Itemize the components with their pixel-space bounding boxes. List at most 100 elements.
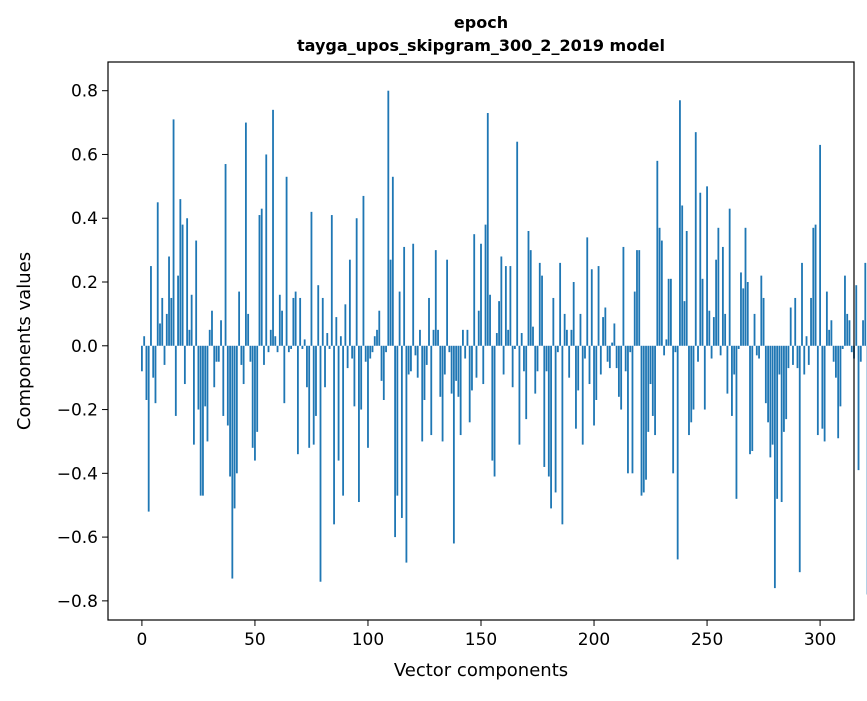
bar-111 bbox=[392, 177, 394, 346]
bar-237 bbox=[677, 346, 679, 560]
bar-117 bbox=[406, 346, 408, 563]
bar-22 bbox=[191, 295, 193, 346]
y-tick-label: 0.0 bbox=[71, 337, 98, 357]
bar-1 bbox=[143, 336, 145, 346]
y-tick-label: −0.6 bbox=[57, 528, 98, 548]
bar-48 bbox=[250, 346, 252, 362]
bar-108 bbox=[385, 346, 387, 352]
bar-133 bbox=[442, 346, 444, 442]
bar-165 bbox=[514, 346, 516, 349]
bar-204 bbox=[602, 317, 604, 346]
bar-199 bbox=[591, 269, 593, 346]
bar-104 bbox=[376, 330, 378, 346]
bar-83 bbox=[329, 346, 331, 349]
bar-257 bbox=[722, 247, 724, 346]
bar-105 bbox=[378, 311, 380, 346]
bar-121 bbox=[415, 346, 417, 356]
bar-74 bbox=[308, 346, 310, 448]
bar-266 bbox=[742, 288, 744, 345]
bar-314 bbox=[851, 346, 853, 352]
bar-254 bbox=[715, 260, 717, 346]
bar-138 bbox=[453, 346, 455, 544]
bar-195 bbox=[582, 346, 584, 445]
bar-6 bbox=[155, 346, 157, 403]
bar-33 bbox=[216, 346, 218, 362]
bar-260 bbox=[729, 209, 731, 346]
bar-274 bbox=[760, 276, 762, 346]
bar-27 bbox=[202, 346, 204, 496]
y-tick-label: −0.8 bbox=[57, 592, 98, 612]
bar-2 bbox=[146, 346, 148, 400]
bar-207 bbox=[609, 346, 611, 368]
bar-49 bbox=[252, 346, 254, 448]
bar-8 bbox=[159, 323, 161, 345]
bar-238 bbox=[679, 100, 681, 346]
bar-300 bbox=[819, 145, 821, 346]
bar-131 bbox=[437, 330, 439, 346]
x-tick-label: 150 bbox=[465, 630, 497, 650]
bar-284 bbox=[783, 346, 785, 432]
bar-252 bbox=[711, 346, 713, 359]
bar-146 bbox=[471, 346, 473, 391]
bar-209 bbox=[613, 323, 615, 345]
bar-172 bbox=[530, 250, 532, 346]
x-tick-label: 200 bbox=[578, 630, 610, 650]
bar-241 bbox=[686, 231, 688, 346]
bar-190 bbox=[571, 330, 573, 346]
bar-115 bbox=[401, 346, 403, 518]
bar-150 bbox=[480, 244, 482, 346]
x-tick-label: 100 bbox=[352, 630, 384, 650]
bar-258 bbox=[724, 314, 726, 346]
bar-193 bbox=[577, 346, 579, 391]
bar-10 bbox=[164, 346, 166, 365]
bar-80 bbox=[322, 298, 324, 346]
bar-26 bbox=[200, 346, 202, 496]
bar-157 bbox=[496, 333, 498, 346]
bar-154 bbox=[489, 295, 491, 346]
bar-136 bbox=[448, 346, 450, 352]
bar-192 bbox=[575, 346, 577, 429]
bar-96 bbox=[358, 346, 360, 502]
bar-291 bbox=[799, 346, 801, 572]
bar-175 bbox=[537, 346, 539, 372]
bar-93 bbox=[351, 346, 353, 359]
bar-234 bbox=[670, 279, 672, 346]
bar-202 bbox=[598, 266, 600, 346]
bar-271 bbox=[754, 314, 756, 346]
bar-140 bbox=[457, 346, 459, 397]
bar-41 bbox=[234, 346, 236, 509]
bar-66 bbox=[290, 346, 292, 349]
bar-16 bbox=[177, 276, 179, 346]
bar-151 bbox=[482, 346, 484, 384]
bar-134 bbox=[444, 346, 446, 375]
bar-168 bbox=[521, 333, 523, 346]
bar-123 bbox=[419, 330, 421, 346]
bar-173 bbox=[532, 327, 534, 346]
bar-39 bbox=[229, 346, 231, 477]
bar-182 bbox=[552, 298, 554, 346]
bar-56 bbox=[268, 346, 270, 352]
bar-25 bbox=[198, 346, 200, 410]
bar-77 bbox=[315, 346, 317, 416]
bar-164 bbox=[512, 346, 514, 387]
bar-282 bbox=[779, 346, 781, 375]
bar-144 bbox=[467, 330, 469, 346]
bar-269 bbox=[749, 346, 751, 454]
y-tick-label: −0.4 bbox=[57, 464, 98, 484]
bar-59 bbox=[274, 336, 276, 346]
bar-52 bbox=[259, 215, 261, 346]
bar-290 bbox=[797, 346, 799, 368]
bar-170 bbox=[525, 346, 527, 419]
bar-88 bbox=[340, 336, 342, 346]
bar-42 bbox=[236, 346, 238, 474]
bar-289 bbox=[794, 298, 796, 346]
bar-153 bbox=[487, 113, 489, 346]
bar-21 bbox=[188, 330, 190, 346]
bar-30 bbox=[209, 330, 211, 346]
bar-113 bbox=[396, 346, 398, 496]
y-tick-label: 0.4 bbox=[71, 209, 98, 229]
bar-46 bbox=[245, 123, 247, 346]
bar-161 bbox=[505, 266, 507, 346]
bar-247 bbox=[699, 193, 701, 346]
bar-253 bbox=[713, 317, 715, 346]
